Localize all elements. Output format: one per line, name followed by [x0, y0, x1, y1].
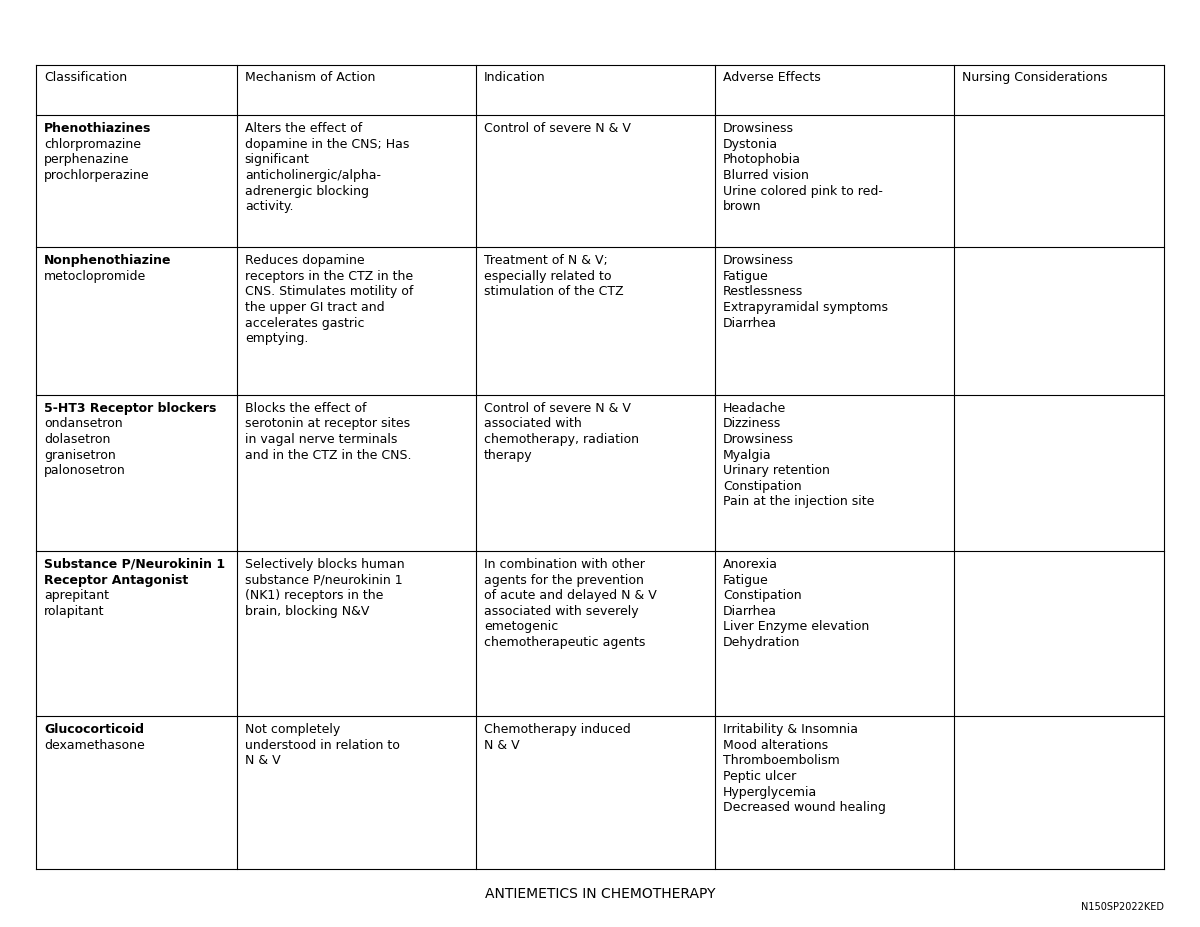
- Text: and in the CTZ in the CNS.: and in the CTZ in the CNS.: [245, 449, 412, 462]
- Text: understood in relation to: understood in relation to: [245, 739, 400, 752]
- Text: serotonin at receptor sites: serotonin at receptor sites: [245, 417, 410, 430]
- Text: Mood alterations: Mood alterations: [724, 739, 828, 752]
- Text: Adverse Effects: Adverse Effects: [724, 71, 821, 84]
- Text: accelerates gastric: accelerates gastric: [245, 317, 365, 330]
- Text: brown: brown: [724, 200, 762, 213]
- Text: therapy: therapy: [484, 449, 533, 462]
- Text: Decreased wound healing: Decreased wound healing: [724, 801, 886, 814]
- Text: Myalgia: Myalgia: [724, 449, 772, 462]
- Text: N & V: N & V: [484, 739, 520, 752]
- Text: significant: significant: [245, 153, 310, 166]
- Text: emptying.: emptying.: [245, 333, 308, 346]
- Text: prochlorperazine: prochlorperazine: [44, 169, 150, 182]
- Text: Drowsiness: Drowsiness: [724, 433, 794, 446]
- Text: Dizziness: Dizziness: [724, 417, 781, 430]
- Text: Drowsiness: Drowsiness: [724, 122, 794, 135]
- Text: Pain at the injection site: Pain at the injection site: [724, 495, 875, 508]
- Text: of acute and delayed N & V: of acute and delayed N & V: [484, 590, 656, 603]
- Text: Fatigue: Fatigue: [724, 574, 769, 587]
- Text: in vagal nerve terminals: in vagal nerve terminals: [245, 433, 397, 446]
- Text: Constipation: Constipation: [724, 590, 802, 603]
- Text: Phenothiazines: Phenothiazines: [44, 122, 151, 135]
- Text: 5-HT3 Receptor blockers: 5-HT3 Receptor blockers: [44, 401, 216, 414]
- Text: aprepitant: aprepitant: [44, 590, 109, 603]
- Text: ondansetron: ondansetron: [44, 417, 122, 430]
- Text: Dehydration: Dehydration: [724, 636, 800, 649]
- Text: rolapitant: rolapitant: [44, 604, 104, 618]
- Text: Chemotherapy induced: Chemotherapy induced: [484, 723, 631, 736]
- Text: Nursing Considerations: Nursing Considerations: [962, 71, 1108, 84]
- Text: Indication: Indication: [484, 71, 546, 84]
- Text: emetogenic: emetogenic: [484, 620, 558, 633]
- Text: Control of severe N & V: Control of severe N & V: [484, 401, 631, 414]
- Text: chlorpromazine: chlorpromazine: [44, 137, 142, 151]
- Text: anticholinergic/alpha-: anticholinergic/alpha-: [245, 169, 380, 182]
- Text: Anorexia: Anorexia: [724, 558, 778, 571]
- Text: stimulation of the CTZ: stimulation of the CTZ: [484, 286, 624, 298]
- Text: Treatment of N & V;: Treatment of N & V;: [484, 254, 607, 267]
- Text: Irritability & Insomnia: Irritability & Insomnia: [724, 723, 858, 736]
- Text: chemotherapy, radiation: chemotherapy, radiation: [484, 433, 638, 446]
- Text: dexamethasone: dexamethasone: [44, 739, 145, 752]
- Text: Liver Enzyme elevation: Liver Enzyme elevation: [724, 620, 869, 633]
- Text: N & V: N & V: [245, 755, 281, 768]
- Text: Mechanism of Action: Mechanism of Action: [245, 71, 376, 84]
- Text: Peptic ulcer: Peptic ulcer: [724, 770, 797, 783]
- Text: Receptor Antagonist: Receptor Antagonist: [44, 574, 188, 587]
- Text: In combination with other: In combination with other: [484, 558, 644, 571]
- Text: dopamine in the CNS; Has: dopamine in the CNS; Has: [245, 137, 409, 151]
- Text: ANTIEMETICS IN CHEMOTHERAPY: ANTIEMETICS IN CHEMOTHERAPY: [485, 887, 715, 901]
- Text: Diarrhea: Diarrhea: [724, 604, 778, 618]
- Text: agents for the prevention: agents for the prevention: [484, 574, 643, 587]
- Text: substance P/neurokinin 1: substance P/neurokinin 1: [245, 574, 402, 587]
- Text: Diarrhea: Diarrhea: [724, 317, 778, 330]
- Text: N150SP2022KED: N150SP2022KED: [1081, 902, 1164, 912]
- Text: chemotherapeutic agents: chemotherapeutic agents: [484, 636, 646, 649]
- Text: Blurred vision: Blurred vision: [724, 169, 809, 182]
- Text: Photophobia: Photophobia: [724, 153, 802, 166]
- Text: Glucocorticoid: Glucocorticoid: [44, 723, 144, 736]
- Text: granisetron: granisetron: [44, 449, 115, 462]
- Text: adrenergic blocking: adrenergic blocking: [245, 184, 368, 197]
- Text: especially related to: especially related to: [484, 270, 612, 283]
- Text: Control of severe N & V: Control of severe N & V: [484, 122, 631, 135]
- Text: dolasetron: dolasetron: [44, 433, 110, 446]
- Text: metoclopromide: metoclopromide: [44, 270, 146, 283]
- Text: Classification: Classification: [44, 71, 127, 84]
- Text: Headache: Headache: [724, 401, 786, 414]
- Text: Restlessness: Restlessness: [724, 286, 803, 298]
- Text: Nonphenothiazine: Nonphenothiazine: [44, 254, 172, 267]
- Text: Reduces dopamine: Reduces dopamine: [245, 254, 365, 267]
- Text: receptors in the CTZ in the: receptors in the CTZ in the: [245, 270, 413, 283]
- Text: activity.: activity.: [245, 200, 293, 213]
- Text: Thromboembolism: Thromboembolism: [724, 755, 840, 768]
- Text: palonosetron: palonosetron: [44, 464, 126, 477]
- Text: perphenazine: perphenazine: [44, 153, 130, 166]
- Text: Constipation: Constipation: [724, 480, 802, 493]
- Text: the upper GI tract and: the upper GI tract and: [245, 301, 384, 314]
- Text: Selectively blocks human: Selectively blocks human: [245, 558, 404, 571]
- Text: CNS. Stimulates motility of: CNS. Stimulates motility of: [245, 286, 413, 298]
- Text: Urinary retention: Urinary retention: [724, 464, 830, 477]
- Text: Hyperglycemia: Hyperglycemia: [724, 786, 817, 799]
- Text: Not completely: Not completely: [245, 723, 340, 736]
- Text: Blocks the effect of: Blocks the effect of: [245, 401, 366, 414]
- Text: Urine colored pink to red-: Urine colored pink to red-: [724, 184, 883, 197]
- Text: associated with: associated with: [484, 417, 582, 430]
- Text: Fatigue: Fatigue: [724, 270, 769, 283]
- Text: Substance P/Neurokinin 1: Substance P/Neurokinin 1: [44, 558, 226, 571]
- Text: Drowsiness: Drowsiness: [724, 254, 794, 267]
- Text: (NK1) receptors in the: (NK1) receptors in the: [245, 590, 383, 603]
- Text: associated with severely: associated with severely: [484, 604, 638, 618]
- Text: brain, blocking N&V: brain, blocking N&V: [245, 604, 370, 618]
- Text: Alters the effect of: Alters the effect of: [245, 122, 362, 135]
- Text: Dystonia: Dystonia: [724, 137, 778, 151]
- Text: Extrapyramidal symptoms: Extrapyramidal symptoms: [724, 301, 888, 314]
